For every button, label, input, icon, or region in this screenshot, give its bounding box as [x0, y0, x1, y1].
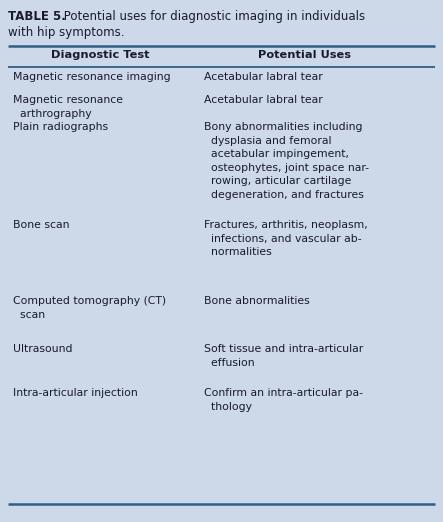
- Text: Ultrasound: Ultrasound: [13, 344, 73, 354]
- Text: Plain radiographs: Plain radiographs: [13, 122, 109, 132]
- Text: Bone abnormalities: Bone abnormalities: [204, 296, 310, 306]
- Text: Diagnostic Test: Diagnostic Test: [51, 50, 149, 60]
- Text: TABLE 5.: TABLE 5.: [8, 10, 66, 23]
- Text: Magnetic resonance
  arthrography: Magnetic resonance arthrography: [13, 95, 123, 118]
- Text: with hip symptoms.: with hip symptoms.: [8, 26, 124, 39]
- Text: Potential uses for diagnostic imaging in individuals: Potential uses for diagnostic imaging in…: [60, 10, 365, 23]
- Text: Bony abnormalities including
  dysplasia and femoral
  acetabular impingement,
 : Bony abnormalities including dysplasia a…: [204, 122, 369, 200]
- Text: Fractures, arthritis, neoplasm,
  infections, and vascular ab-
  normalities: Fractures, arthritis, neoplasm, infectio…: [204, 220, 368, 257]
- Text: Computed tomography (CT)
  scan: Computed tomography (CT) scan: [13, 296, 167, 319]
- Text: Acetabular labral tear: Acetabular labral tear: [204, 72, 323, 82]
- Text: Potential Uses: Potential Uses: [259, 50, 351, 60]
- Text: Acetabular labral tear: Acetabular labral tear: [204, 95, 323, 105]
- Text: Bone scan: Bone scan: [13, 220, 70, 230]
- Text: Confirm an intra-articular pa-
  thology: Confirm an intra-articular pa- thology: [204, 388, 363, 412]
- Text: Intra-articular injection: Intra-articular injection: [13, 388, 138, 398]
- Text: Magnetic resonance imaging: Magnetic resonance imaging: [13, 72, 171, 82]
- Text: Soft tissue and intra-articular
  effusion: Soft tissue and intra-articular effusion: [204, 344, 363, 367]
